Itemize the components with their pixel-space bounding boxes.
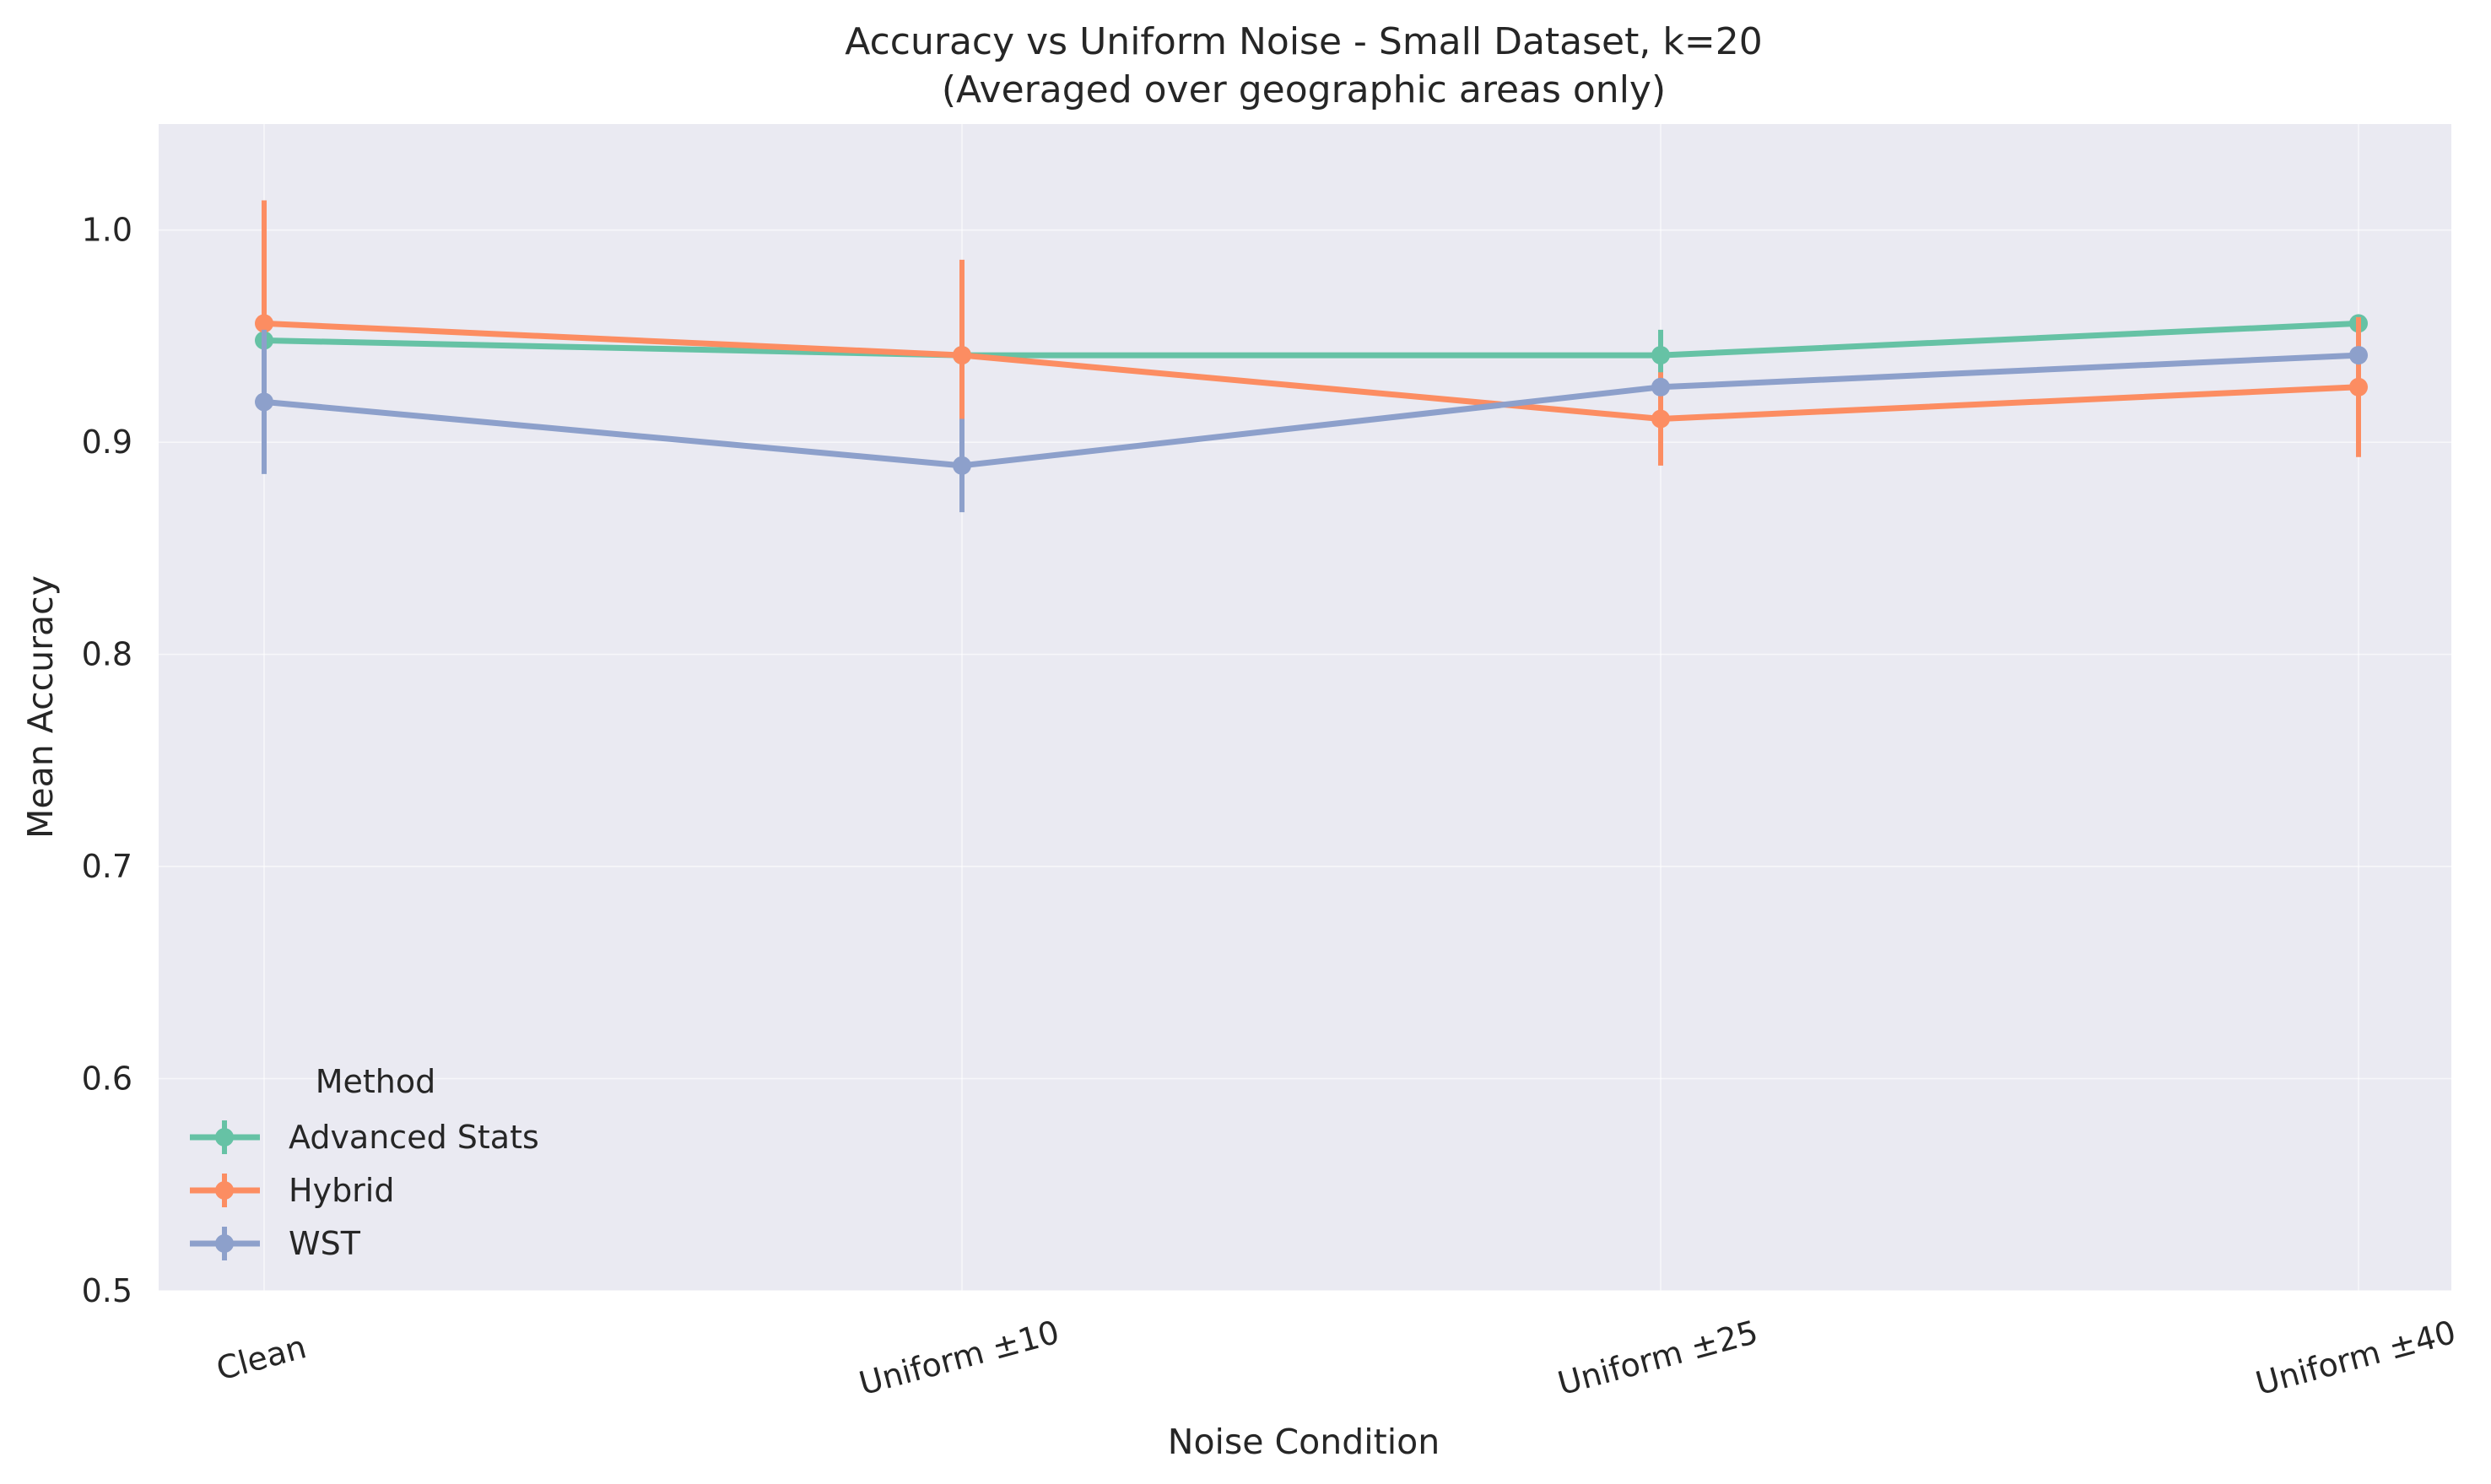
- y-tick-label: 0.5: [82, 1272, 132, 1309]
- y-tick-label: 0.9: [82, 424, 132, 461]
- x-axis-label: Noise Condition: [1168, 1422, 1440, 1462]
- series-line: [261, 352, 2362, 469]
- y-tick-label: 0.8: [82, 636, 132, 673]
- legend-label: WST: [289, 1225, 361, 1262]
- legend-entry: Hybrid: [190, 1172, 395, 1209]
- series-wst: [255, 329, 2368, 513]
- x-tick-label: Uniform ±10: [855, 1314, 1062, 1402]
- y-axis-label: Mean Accuracy: [20, 575, 61, 839]
- legend-marker: [215, 1181, 234, 1200]
- data-point: [953, 456, 971, 475]
- series-layer: [255, 200, 2368, 513]
- legend: Method Advanced Stats Hybrid WST: [190, 1063, 539, 1262]
- x-tick-label: Uniform ±25: [1553, 1314, 1761, 1402]
- data-point: [2349, 346, 2368, 365]
- data-point: [1651, 346, 1670, 365]
- grid: [159, 124, 2451, 1292]
- plot-area: [159, 124, 2451, 1291]
- y-tick-label: 0.7: [82, 848, 132, 885]
- chart-title: Accuracy vs Uniform Noise - Small Datase…: [845, 20, 1762, 63]
- chart-subtitle: (Averaged over geographic areas only): [942, 68, 1666, 111]
- legend-entry: WST: [190, 1225, 361, 1262]
- y-tick-label: 0.6: [82, 1060, 132, 1098]
- data-point: [953, 346, 971, 365]
- x-tick-label: Uniform ±40: [2251, 1314, 2459, 1402]
- series-line: [261, 320, 2362, 359]
- data-point: [2349, 377, 2368, 397]
- legend-marker: [215, 1128, 234, 1147]
- data-point: [1651, 409, 1670, 429]
- legend-title: Method: [316, 1063, 436, 1100]
- legend-label: Advanced Stats: [289, 1119, 539, 1156]
- data-point: [255, 314, 273, 333]
- x-tick-label: Clean: [213, 1328, 311, 1387]
- data-point: [255, 392, 273, 412]
- series-line: [261, 320, 2362, 423]
- y-tick-label: 1.0: [82, 212, 132, 249]
- legend-marker: [215, 1234, 234, 1253]
- legend-label: Hybrid: [289, 1172, 395, 1209]
- data-point: [1651, 377, 1670, 397]
- legend-entry: Advanced Stats: [190, 1119, 539, 1156]
